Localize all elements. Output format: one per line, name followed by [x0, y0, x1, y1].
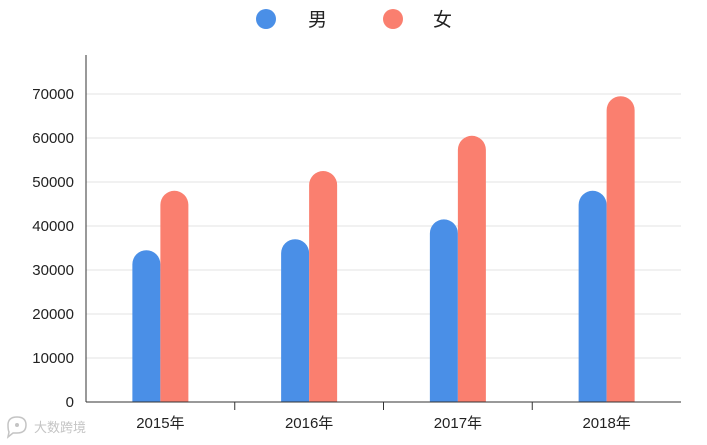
legend-label-male: 男 [308, 9, 327, 31]
legend: 男 女 [256, 9, 452, 31]
bar-male-1 [281, 239, 310, 402]
x-tick-label: 2015年 [136, 415, 184, 432]
bars [132, 96, 635, 402]
y-tick-label: 10000 [32, 350, 74, 367]
watermark-text: 大数跨境 [34, 421, 86, 436]
bar-female-1 [309, 171, 338, 402]
legend-label-female: 女 [433, 9, 452, 31]
x-tick-label: 2016年 [285, 415, 333, 432]
y-tick-label: 70000 [32, 86, 74, 103]
y-tick-labels: 0 10000 20000 30000 40000 50000 60000 70000 [32, 86, 74, 411]
bar-female-2 [457, 135, 486, 402]
bar-male-3 [578, 190, 607, 402]
legend-marker-female [383, 9, 403, 29]
y-tick-label: 20000 [32, 306, 74, 323]
bar-male-2 [429, 219, 458, 402]
x-tick-label: 2017年 [434, 415, 482, 432]
chat-bubble-logo-icon [6, 416, 27, 439]
watermark: 大数跨境 [6, 416, 86, 439]
bar-female-0 [160, 190, 189, 402]
y-tick-label: 60000 [32, 130, 74, 147]
y-tick-label: 50000 [32, 174, 74, 191]
axes [85, 55, 681, 410]
y-tick-label: 30000 [32, 262, 74, 279]
y-tick-label: 0 [66, 394, 74, 411]
bar-male-0 [132, 250, 161, 402]
x-tick-label: 2018年 [582, 415, 630, 432]
x-tick-labels: 2015年 2016年 2017年 2018年 [136, 415, 631, 432]
bar-female-3 [606, 96, 635, 402]
y-tick-label: 40000 [32, 218, 74, 235]
legend-marker-male [256, 9, 276, 29]
